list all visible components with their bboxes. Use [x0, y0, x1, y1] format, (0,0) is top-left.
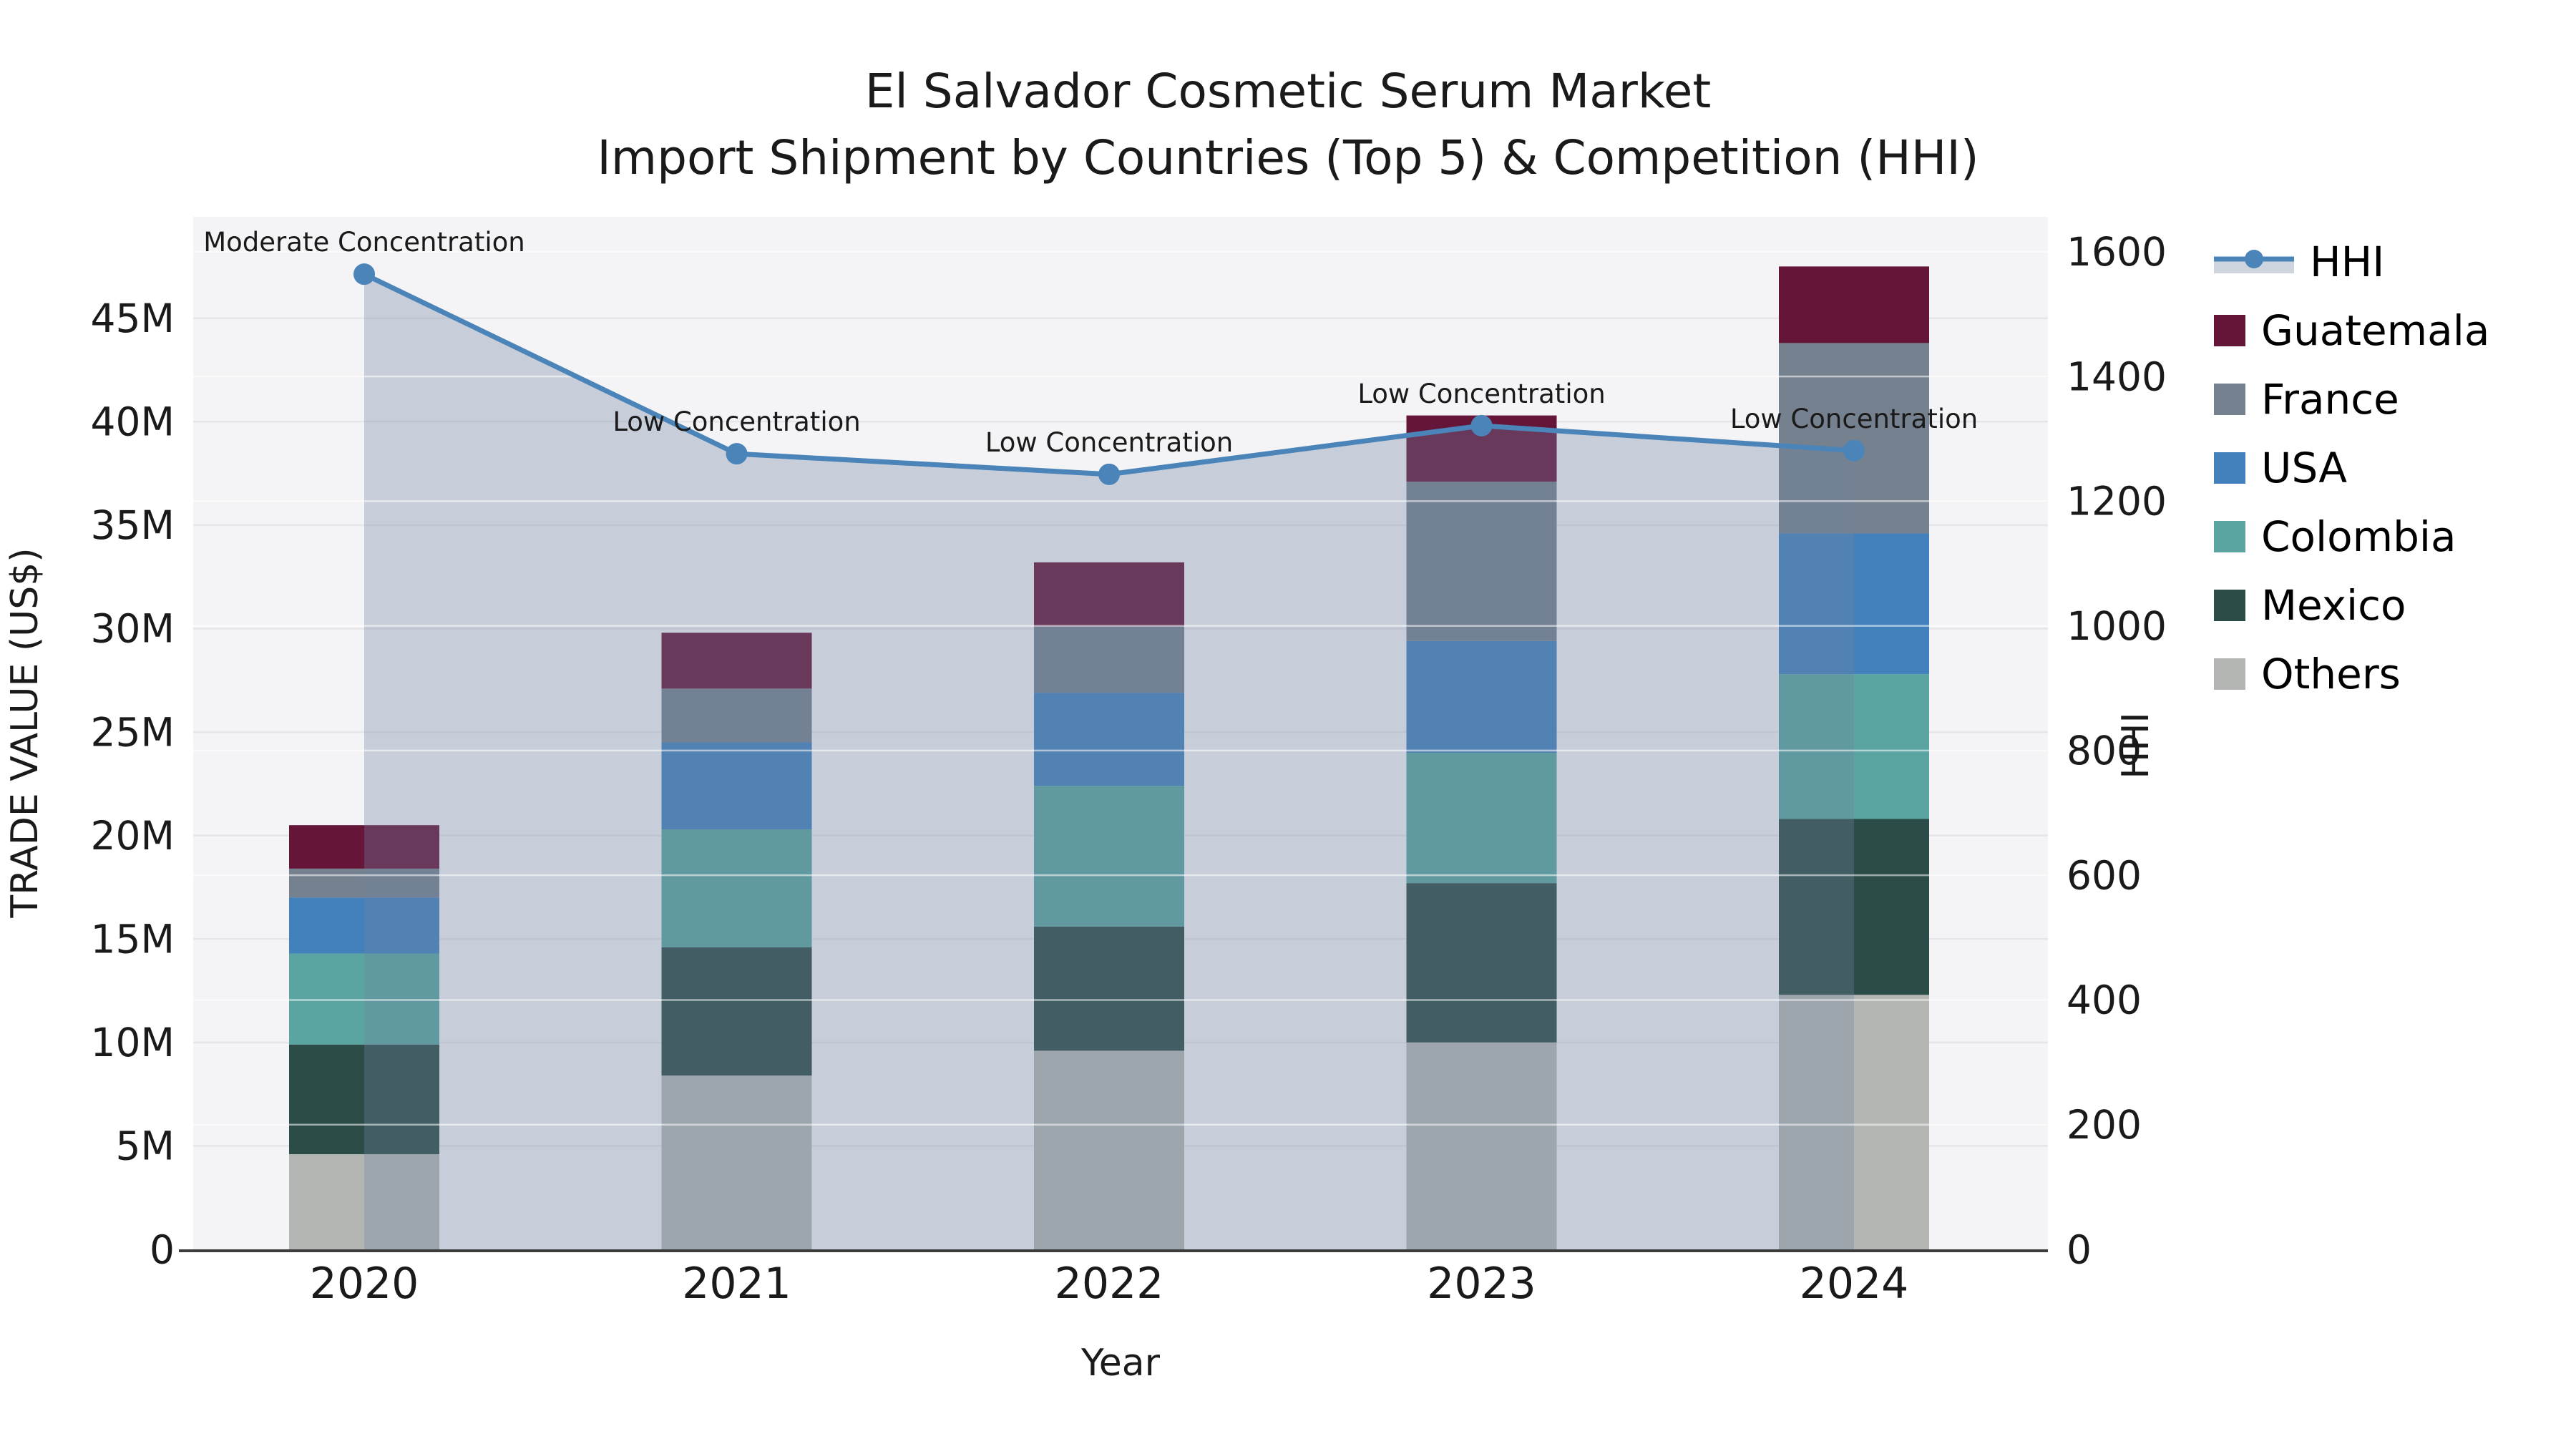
- bar-segment-2022-usa: [1034, 693, 1184, 786]
- bar-segment-2021-usa: [661, 742, 812, 829]
- hhi-point-2023: [1470, 414, 1493, 436]
- bar-segment-2021-mexico: [661, 947, 812, 1076]
- x-tick-2022: 2022: [1055, 1259, 1164, 1309]
- legend: HHI Guatemala France USA Colombia Mexico Other…: [2214, 228, 2489, 708]
- y-right-tick-200: 200: [2067, 1102, 2142, 1148]
- legend-label-guatemala: Guatemala: [2261, 306, 2490, 355]
- y-right-tick-400: 400: [2067, 977, 2142, 1023]
- y-left-tick-45M: 45M: [91, 296, 175, 341]
- bar-segment-2024-usa: [1779, 533, 1929, 675]
- y-left-tick-0: 0: [150, 1226, 175, 1272]
- bar-segment-2020-mexico: [289, 1044, 439, 1154]
- bar-segment-2021-others: [661, 1075, 812, 1249]
- x-tick-2020: 2020: [310, 1259, 419, 1309]
- legend-label-others: Others: [2261, 650, 2401, 698]
- annotation-2022: Low Concentration: [985, 427, 1233, 458]
- bar-segment-2020-france: [289, 868, 439, 898]
- legend-item-colombia: Colombia: [2214, 502, 2489, 571]
- france-color-swatch-icon: [2214, 384, 2245, 415]
- bar-segment-2022-others: [1034, 1050, 1184, 1249]
- annotation-2020: Moderate Concentration: [203, 227, 525, 258]
- bar-segment-2020-colombia: [289, 953, 439, 1045]
- y-right-tick-800: 800: [2067, 728, 2142, 774]
- bar-segment-2021-france: [661, 688, 812, 743]
- y-right-tick-1600: 1600: [2067, 229, 2167, 275]
- hhi-point-2022: [1098, 463, 1120, 485]
- guatemala-color-swatch-icon: [2214, 315, 2245, 346]
- bar-segment-2023-mexico: [1406, 883, 1557, 1043]
- y-axis-label-left: TRADE VALUE (US$): [4, 547, 47, 918]
- usa-color-swatch-icon: [2214, 452, 2245, 484]
- bar-segment-2024-others: [1779, 995, 1929, 1249]
- legend-label-colombia: Colombia: [2261, 512, 2457, 561]
- bar-segment-2023-others: [1406, 1042, 1557, 1249]
- mexico-color-swatch-icon: [2214, 590, 2245, 621]
- bar-segment-2022-guatemala: [1034, 562, 1184, 627]
- y-right-tick-1400: 1400: [2067, 353, 2167, 399]
- annotation-2021: Low Concentration: [613, 406, 860, 437]
- bar-segment-2022-mexico: [1034, 926, 1184, 1051]
- bar-segment-2023-france: [1406, 482, 1557, 641]
- legend-item-hhi: HHI: [2214, 228, 2489, 296]
- bar-segment-2020-others: [289, 1153, 439, 1249]
- x-tick-2024: 2024: [1800, 1259, 1909, 1309]
- others-color-swatch-icon: [2214, 658, 2245, 690]
- x-tick-2021: 2021: [682, 1259, 791, 1309]
- bar-segment-2024-mexico: [1779, 819, 1929, 995]
- y-left-tick-30M: 30M: [91, 606, 175, 652]
- hhi-point-2021: [726, 443, 748, 465]
- legend-label-hhi: HHI: [2310, 238, 2385, 286]
- bar-segment-2023-usa: [1406, 640, 1557, 753]
- chart-title-line2: Import Shipment by Countries (Top 5) & C…: [597, 130, 1979, 185]
- bar-segment-2021-guatemala: [661, 633, 812, 689]
- x-axis-label: Year: [1080, 1342, 1161, 1385]
- bar-segment-2020-usa: [289, 897, 439, 954]
- legend-item-france: France: [2214, 365, 2489, 434]
- bar-segment-2024-guatemala: [1779, 266, 1929, 343]
- bar-segment-2021-colombia: [661, 829, 812, 947]
- y-left-tick-25M: 25M: [91, 709, 175, 755]
- legend-label-mexico: Mexico: [2261, 581, 2406, 630]
- x-tick-2023: 2023: [1427, 1259, 1536, 1309]
- y-left-tick-20M: 20M: [91, 813, 175, 859]
- hhi-point-2024: [1843, 439, 1865, 462]
- hhi-point-2020: [353, 263, 375, 286]
- hhi-legend-marker-icon: [2214, 250, 2294, 273]
- chart-title-line1: El Salvador Cosmetic Serum Market: [865, 64, 1711, 119]
- y-right-tick-1000: 1000: [2067, 603, 2167, 649]
- colombia-color-swatch-icon: [2214, 521, 2245, 552]
- legend-item-mexico: Mexico: [2214, 571, 2489, 640]
- legend-item-others: Others: [2214, 640, 2489, 708]
- y-left-tick-35M: 35M: [91, 502, 175, 548]
- y-left-tick-40M: 40M: [91, 399, 175, 445]
- annotation-2023: Low Concentration: [1357, 379, 1605, 409]
- legend-item-usa: USA: [2214, 434, 2489, 502]
- y-right-tick-1200: 1200: [2067, 479, 2167, 525]
- bar-segment-2024-colombia: [1779, 674, 1929, 819]
- generated-chart-layers: 0 5M 10M 15M 20M 25M 30M 35M 40M 45M 0 200 400 600 800…: [91, 217, 2167, 1309]
- y-right-tick-0: 0: [2067, 1226, 2092, 1272]
- bar-segment-2023-colombia: [1406, 752, 1557, 884]
- bar-segment-2022-colombia: [1034, 786, 1184, 927]
- legend-item-guatemala: Guatemala: [2214, 296, 2489, 365]
- legend-label-usa: USA: [2261, 444, 2348, 492]
- bar-segment-2022-france: [1034, 626, 1184, 693]
- annotation-2024: Low Concentration: [1730, 404, 1978, 434]
- legend-label-france: France: [2261, 375, 2399, 424]
- y-left-tick-5M: 5M: [116, 1123, 175, 1169]
- bar-segment-2020-guatemala: [289, 825, 439, 869]
- y-left-tick-10M: 10M: [91, 1020, 175, 1065]
- hhi-area-fill: [364, 274, 1854, 1250]
- y-right-tick-600: 600: [2067, 852, 2142, 898]
- y-axis-label-right: HHI: [2114, 712, 2157, 779]
- y-left-tick-15M: 15M: [91, 916, 175, 962]
